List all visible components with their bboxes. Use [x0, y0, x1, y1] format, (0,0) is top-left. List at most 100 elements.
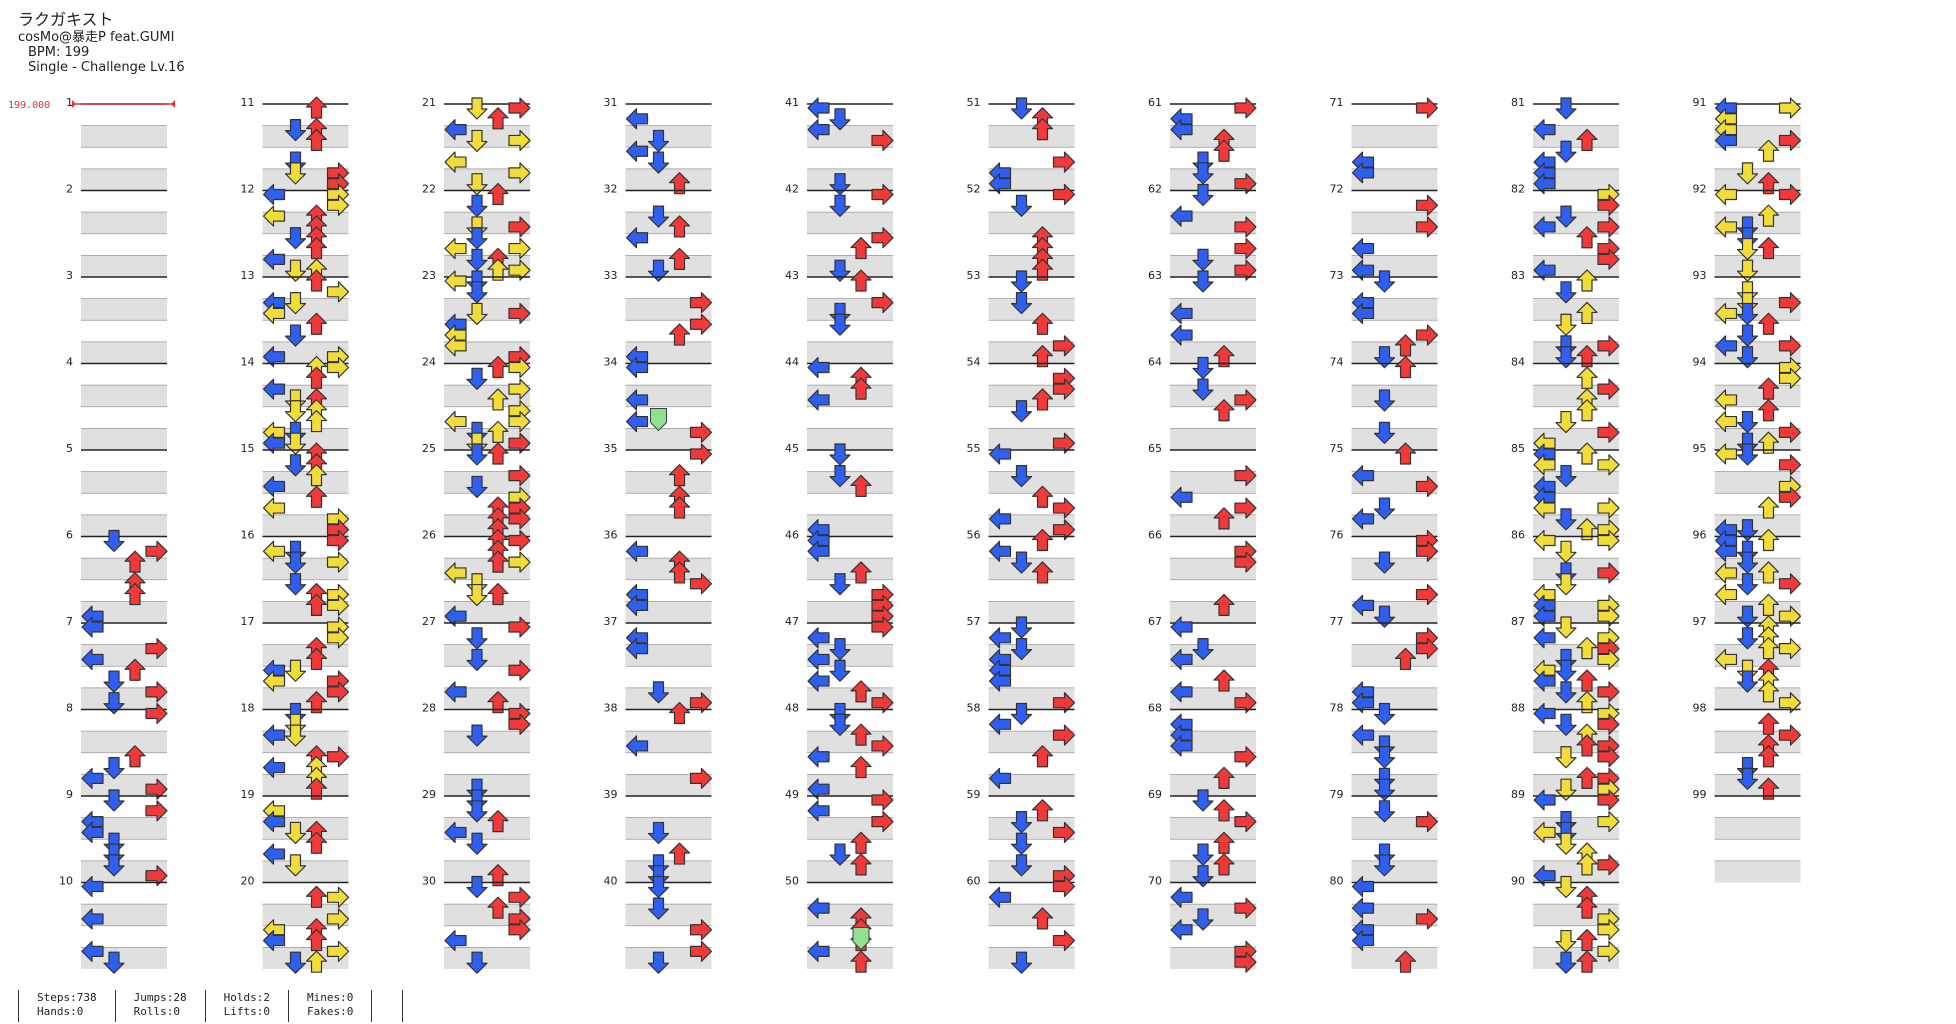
measure-number: 1	[66, 96, 73, 109]
measure-number: 35	[604, 442, 618, 455]
measure-number: 37	[604, 615, 618, 628]
beat-band	[1533, 298, 1619, 321]
measure-number: 34	[604, 356, 618, 369]
measure-number: 62	[1148, 183, 1162, 196]
chart-stats: Steps:738 Hands:0 Jumps:28 Rolls:0 Holds…	[18, 990, 404, 1022]
beat-band	[1170, 514, 1256, 537]
measure-number: 47	[785, 615, 799, 628]
beat-band	[988, 904, 1075, 926]
stat-hands: Hands:0	[37, 1005, 84, 1018]
bpm-marker-end	[171, 100, 175, 108]
measure-number: 9	[66, 788, 73, 801]
beat-band	[625, 558, 712, 580]
measure-number: 24	[422, 356, 436, 369]
beat-band	[81, 255, 167, 277]
beat-band	[625, 860, 712, 883]
measure-number: 60	[967, 875, 981, 888]
measure-number: 76	[1330, 529, 1344, 542]
beat-band	[988, 601, 1075, 623]
song-title: ラクガキスト	[18, 10, 114, 29]
beat-band	[444, 860, 530, 883]
measure-number: 15	[241, 442, 255, 455]
beat-band	[262, 125, 349, 148]
measure-number: 74	[1330, 356, 1344, 369]
measure-number: 64	[1148, 356, 1162, 369]
measure-number: 25	[422, 442, 436, 455]
beat-band	[625, 471, 712, 494]
beat-band	[1351, 341, 1438, 364]
measure-number: 51	[967, 96, 981, 109]
measure-number: 32	[604, 183, 618, 196]
measure-number: 83	[1511, 269, 1525, 282]
measure-number: 8	[66, 702, 73, 715]
measure-number: 44	[785, 356, 799, 369]
arrow-note-icon	[1234, 97, 1257, 119]
beat-band	[81, 514, 167, 537]
measure-number: 88	[1511, 702, 1525, 715]
measure-number: 13	[241, 269, 255, 282]
measure-number: 27	[422, 615, 436, 628]
arrow-note-icon	[1778, 97, 1802, 119]
arrow-note-icon	[466, 97, 488, 120]
measure-number: 12	[241, 183, 255, 196]
arrow-note-icon	[1010, 97, 1033, 120]
stat-steps: Steps:738	[37, 991, 97, 1004]
measure-number: 71	[1330, 96, 1344, 109]
measure-number: 68	[1148, 702, 1162, 715]
measure-number: 22	[422, 183, 436, 196]
measure-number: 43	[785, 269, 799, 282]
measure-number: 93	[1693, 269, 1707, 282]
beat-band	[81, 168, 167, 191]
song-bpm: BPM: 199	[28, 45, 90, 60]
measure-number: 6	[66, 529, 73, 542]
measure-number: 18	[241, 702, 255, 715]
stat-group-2: Jumps:28 Rolls:0	[114, 990, 205, 1022]
measure-number: 53	[967, 269, 981, 282]
beat-band	[625, 168, 712, 191]
beat-band	[81, 558, 167, 580]
beat-band	[988, 298, 1075, 321]
measure-number: 86	[1511, 529, 1525, 542]
stat-jumps: Jumps:28	[133, 991, 187, 1004]
beat-band	[81, 731, 167, 753]
mine-icon	[650, 408, 667, 432]
beat-band	[625, 817, 712, 840]
beat-band	[1351, 428, 1438, 450]
beat-band	[807, 428, 893, 450]
beat-band	[81, 298, 167, 321]
measure-number: 79	[1330, 788, 1344, 801]
beat-band	[1170, 341, 1256, 364]
stat-group-1: Steps:738 Hands:0	[18, 990, 115, 1022]
measure-number: 80	[1330, 875, 1344, 888]
measure-number: 23	[422, 269, 436, 282]
measure-number: 2	[66, 183, 73, 196]
measure-number: 46	[785, 529, 799, 542]
measure-number: 66	[1148, 529, 1162, 542]
arrow-note-icon	[508, 97, 531, 119]
measure-number: 58	[967, 702, 981, 715]
beat-band	[1714, 774, 1801, 796]
measure-number: 28	[422, 702, 436, 715]
measure-number: 41	[785, 96, 799, 109]
measure-number: 11	[241, 96, 255, 109]
stat-mines: Mines:0	[306, 991, 354, 1004]
beat-band	[1351, 774, 1438, 796]
measure-number: 16	[241, 529, 255, 542]
measure-number: 48	[785, 702, 799, 715]
measure-number: 96	[1693, 529, 1707, 542]
measure-number: 30	[422, 875, 436, 888]
measure-number: 72	[1330, 183, 1344, 196]
measure-number: 54	[967, 356, 981, 369]
beat-band	[1351, 947, 1438, 969]
beat-band	[625, 125, 712, 148]
beat-band	[262, 860, 349, 883]
measure-number: 84	[1511, 356, 1525, 369]
beat-band	[1351, 385, 1438, 407]
arrow-note-icon	[305, 96, 328, 119]
beat-band	[807, 212, 893, 234]
measure-number: 36	[604, 529, 618, 542]
stat-lifts: Lifts:0	[223, 1005, 270, 1018]
measure-number: 33	[604, 269, 618, 282]
beat-band	[988, 125, 1075, 148]
song-artist: cosMo@暴走P feat.GUMI	[18, 30, 175, 45]
